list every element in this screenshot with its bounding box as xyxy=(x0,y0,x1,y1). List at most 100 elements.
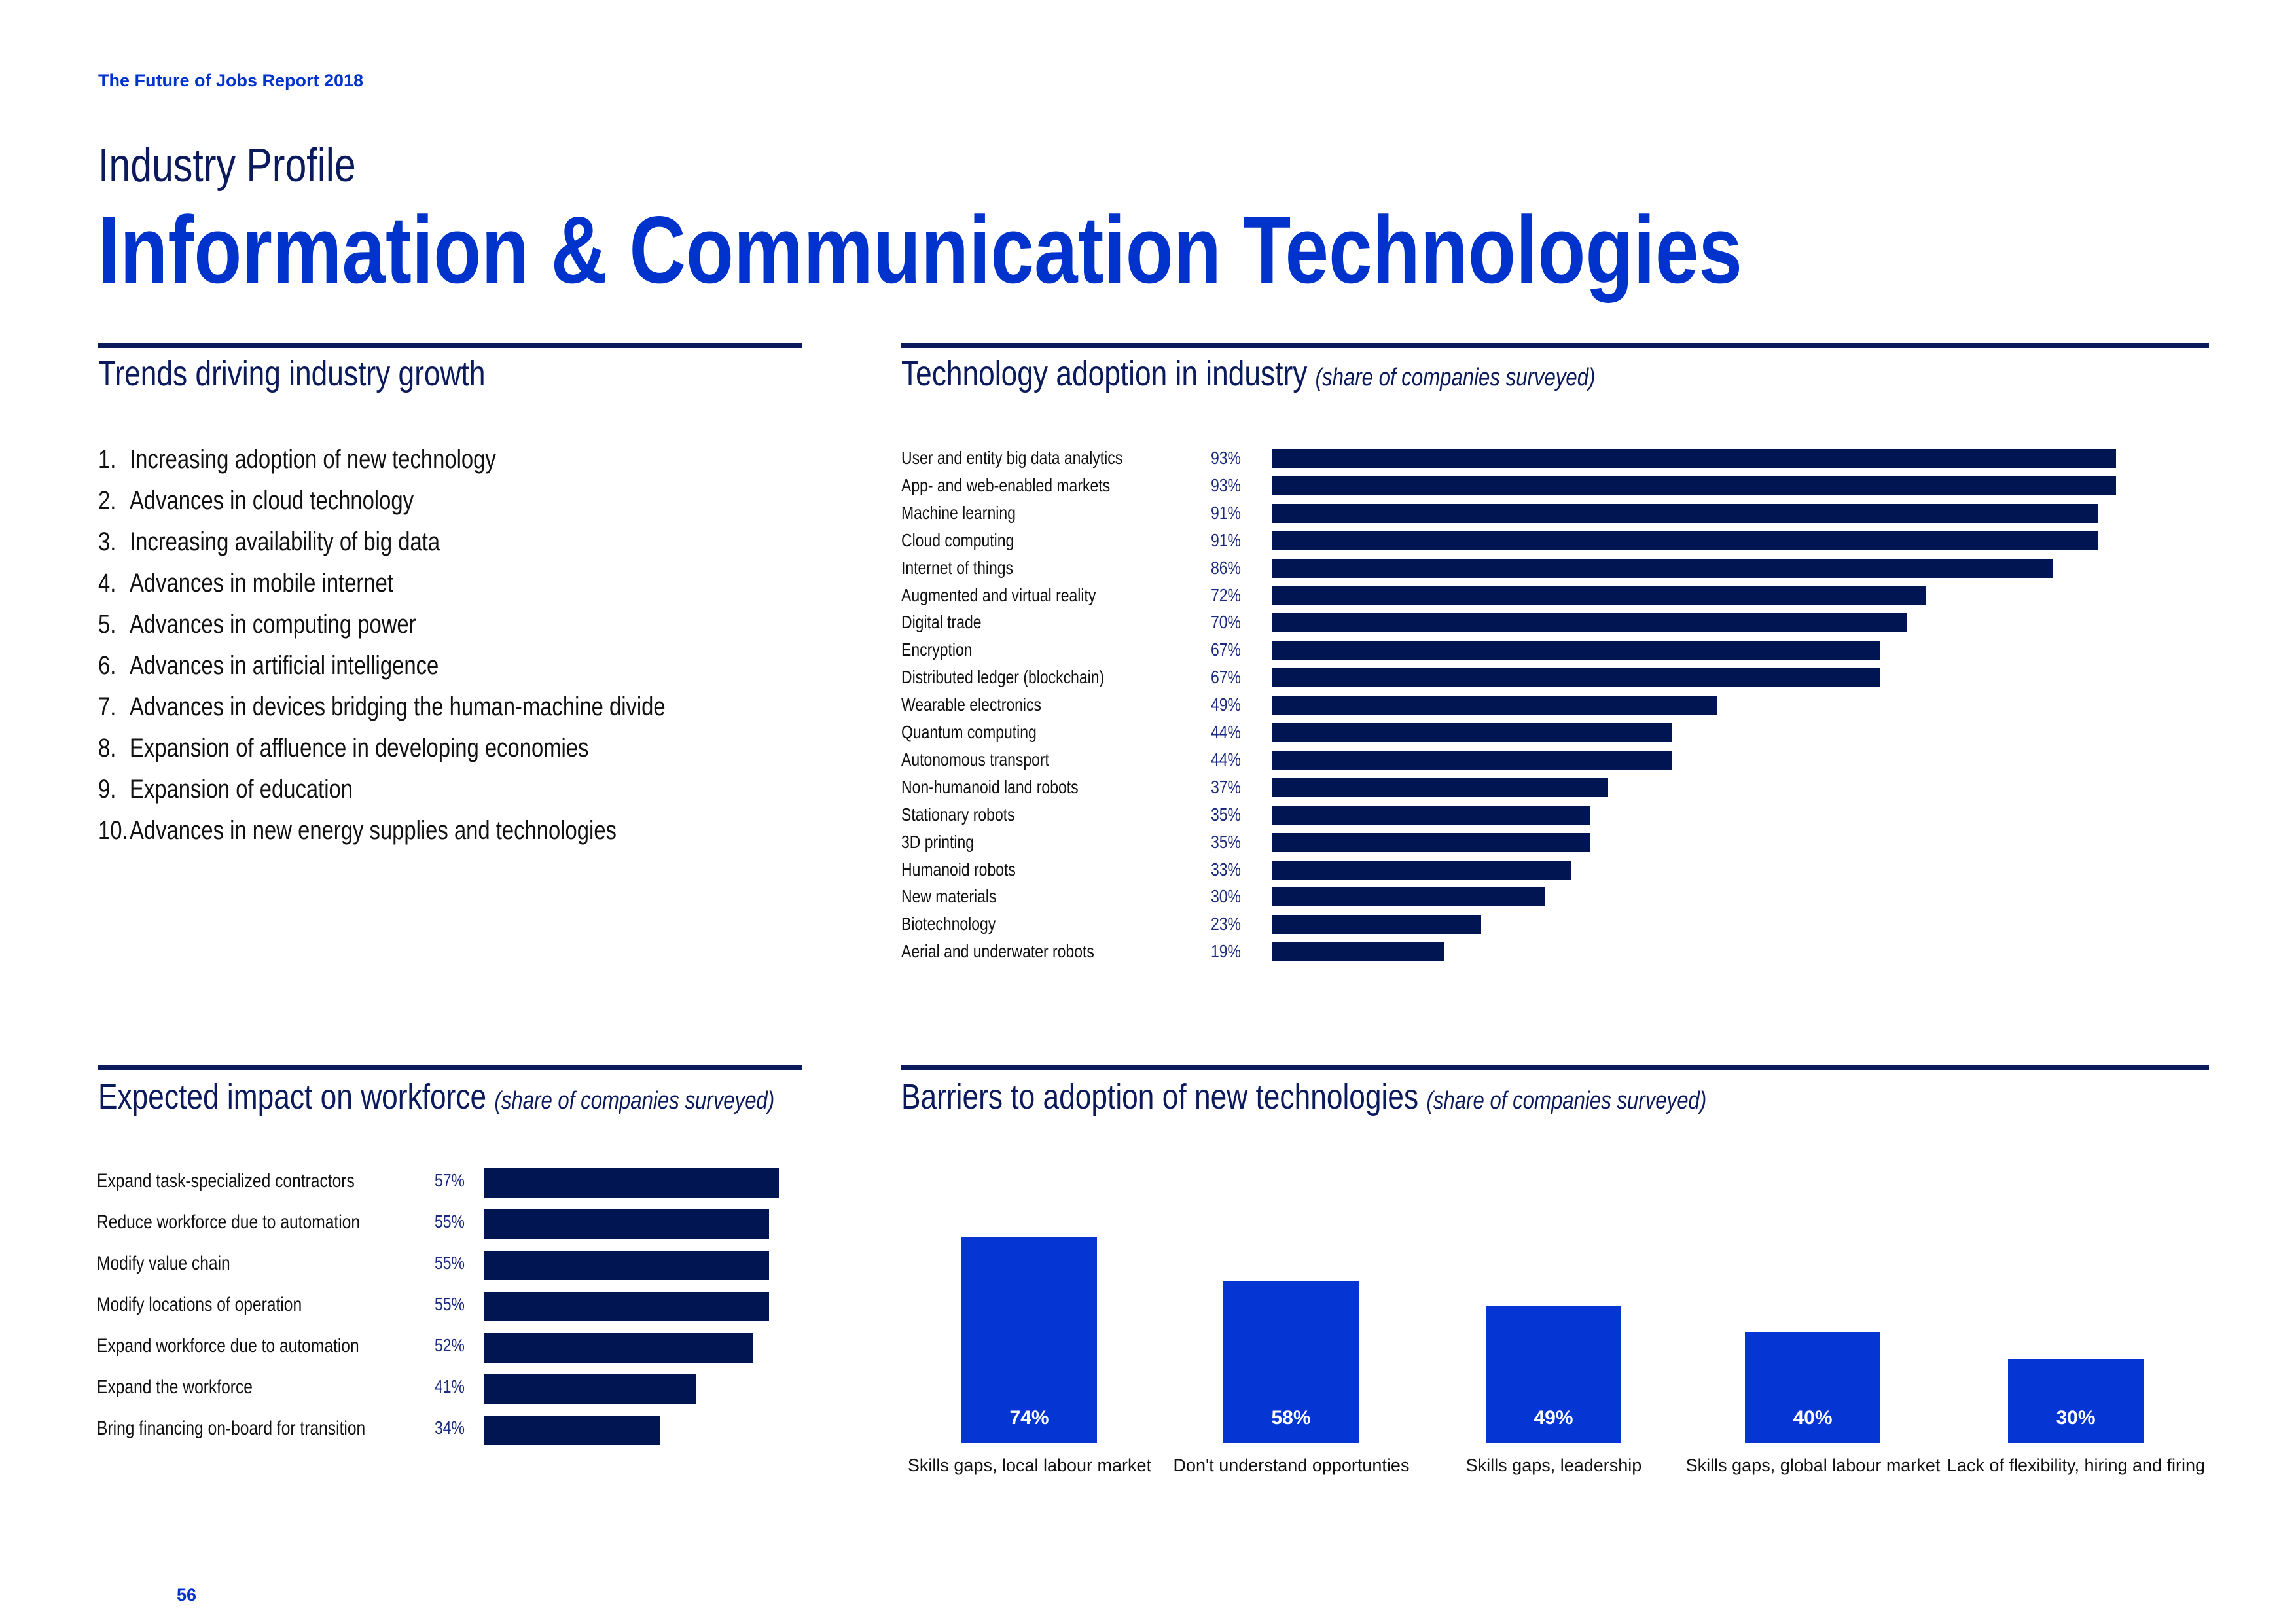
trend-item: 9. Expansion of education xyxy=(98,775,353,804)
bar xyxy=(1223,1281,1359,1443)
bar-label: Lack of flexibility, hiring and firing xyxy=(1946,1455,2206,1475)
bar-label: New materials xyxy=(901,886,997,907)
bar xyxy=(1272,586,1926,605)
bar xyxy=(1272,476,2116,495)
section-title-barriers: Barriers to adoption of new technologies… xyxy=(901,1077,1707,1116)
bar-label: Stationary robots xyxy=(901,804,1015,825)
bar xyxy=(2008,1359,2144,1443)
section-title-workforce: Expected impact on workforce (share of c… xyxy=(98,1077,775,1116)
section-title-tech: Technology adoption in industry (share o… xyxy=(901,354,1596,393)
bar-value: 35% xyxy=(1211,804,1241,825)
bar-label: Modify value chain xyxy=(97,1253,230,1274)
bar-value: 40% xyxy=(1793,1407,1833,1429)
bar xyxy=(1272,915,1481,935)
bar-label: Reduce workforce due to automation xyxy=(97,1211,361,1233)
bar xyxy=(1272,750,1672,770)
trend-item: 7. Advances in devices bridging the human… xyxy=(98,692,666,721)
bar xyxy=(1272,641,1880,660)
bar-label: Skills gaps, global labour market xyxy=(1685,1455,1941,1475)
bar-value: 44% xyxy=(1211,722,1241,742)
bar-value: 86% xyxy=(1211,557,1241,578)
bar-value: 49% xyxy=(1534,1407,1573,1429)
bar-value: 44% xyxy=(1211,749,1241,770)
bar-value: 30% xyxy=(1211,886,1241,907)
bar-label: App- and web-enabled markets xyxy=(901,474,1111,495)
bar-value: 93% xyxy=(1211,474,1241,495)
bar-value: 74% xyxy=(1009,1407,1049,1429)
bar-value: 70% xyxy=(1211,612,1241,633)
bar-value: 55% xyxy=(435,1253,465,1273)
bar xyxy=(1272,503,2098,523)
trend-item: 6. Advances in artificial intelligence xyxy=(98,651,439,680)
trend-item: 1. Increasing adoption of new technology xyxy=(98,445,496,474)
divider xyxy=(98,343,802,348)
bar-label: Humanoid robots xyxy=(901,859,1016,880)
bar xyxy=(1272,668,1880,688)
bar xyxy=(484,1333,753,1363)
bar xyxy=(1272,860,1572,880)
bar xyxy=(1745,1331,1880,1443)
trend-item: 10.Advances in new energy supplies and t… xyxy=(98,816,617,845)
page-number: 56 xyxy=(177,1585,197,1605)
trend-item: 5. Advances in computing power xyxy=(98,610,416,639)
bar-value: 52% xyxy=(435,1335,465,1355)
bar-label: Aerial and underwater robots xyxy=(901,941,1094,962)
bar xyxy=(484,1168,780,1198)
bar-value: 57% xyxy=(435,1170,465,1190)
bar xyxy=(961,1236,1097,1443)
bar-value: 37% xyxy=(1211,776,1241,797)
bar-value: 33% xyxy=(1211,859,1241,880)
bar-label: Encryption xyxy=(901,639,973,660)
bar-label: Biotechnology xyxy=(901,914,996,935)
bar-label: Autonomous transport xyxy=(901,749,1049,770)
bar xyxy=(1272,942,1445,962)
bar-label: Augmented and virtual reality xyxy=(901,584,1096,605)
bar xyxy=(484,1416,660,1445)
bar-value: 58% xyxy=(1271,1407,1311,1429)
bar-label: Distributed ledger (blockchain) xyxy=(901,667,1105,688)
bar xyxy=(1272,558,2053,578)
bar xyxy=(1272,723,1672,742)
bar-label: Cloud computing xyxy=(901,529,1014,550)
bar-value: 35% xyxy=(1211,831,1241,852)
bar-value: 91% xyxy=(1211,529,1241,550)
bar-value: 30% xyxy=(2056,1407,2096,1429)
bar-label: Internet of things xyxy=(901,557,1014,578)
page-title: Information & Communication Technologies xyxy=(98,196,1742,303)
bar-label: Skills gaps, leadership xyxy=(1465,1455,1642,1475)
bar xyxy=(484,1209,769,1239)
bar-label: Expand workforce due to automation xyxy=(97,1335,359,1357)
bar-label: Expand task-specialized contractors xyxy=(97,1170,355,1192)
trend-item: 8. Expansion of affluence in developing e… xyxy=(98,734,589,762)
bar-value: 91% xyxy=(1211,502,1241,523)
bar-label: User and entity big data analytics xyxy=(901,448,1123,468)
bar-label: Skills gaps, local labour market xyxy=(907,1455,1152,1475)
trend-item: 4. Advances in mobile internet xyxy=(98,569,393,597)
bar-label: Modify locations of operation xyxy=(97,1294,302,1315)
bar-value: 19% xyxy=(1211,941,1241,962)
bar xyxy=(1272,531,2098,550)
section-title-trends: Trends driving industry growth xyxy=(98,354,486,393)
bar-label: Machine learning xyxy=(901,502,1016,523)
divider xyxy=(901,1065,2209,1070)
bar xyxy=(484,1251,769,1280)
bar-value: 67% xyxy=(1211,667,1241,688)
bar-label: Digital trade xyxy=(901,612,982,633)
bar-label: Wearable electronics xyxy=(901,694,1041,715)
bar-label: Quantum computing xyxy=(901,722,1037,742)
bar-value: 41% xyxy=(435,1376,465,1397)
bar xyxy=(1272,805,1590,825)
bar-value: 49% xyxy=(1211,694,1241,715)
bar xyxy=(484,1374,696,1404)
bar-value: 93% xyxy=(1211,448,1241,468)
page-kicker: Industry Profile xyxy=(98,139,356,192)
bar-value: 55% xyxy=(435,1211,465,1232)
bar-label: Bring financing on-board for transition xyxy=(97,1418,366,1439)
bar-label: Expand the workforce xyxy=(97,1376,253,1398)
bar xyxy=(484,1292,769,1321)
bar-value: 23% xyxy=(1211,914,1241,935)
bar xyxy=(1272,449,2116,468)
divider xyxy=(901,343,2209,348)
bar-label: Non-humanoid land robots xyxy=(901,776,1079,797)
bar xyxy=(1272,887,1545,907)
